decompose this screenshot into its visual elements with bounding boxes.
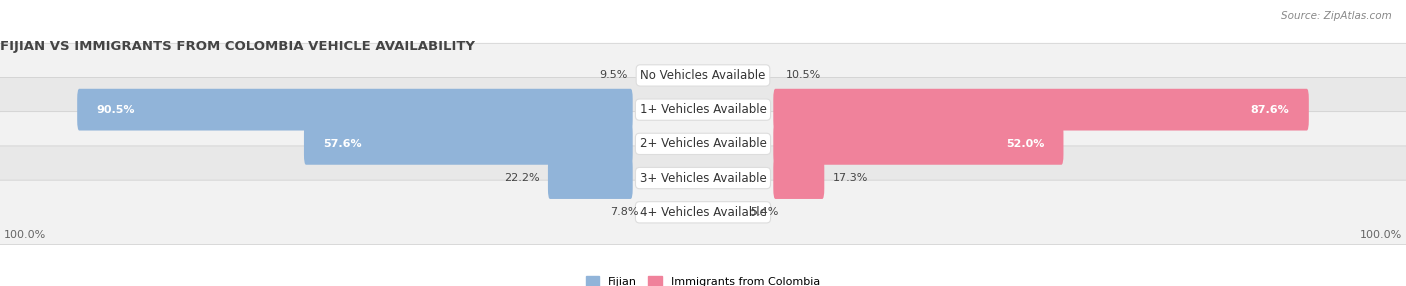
Text: 100.0%: 100.0% xyxy=(1360,230,1403,240)
FancyBboxPatch shape xyxy=(0,112,1406,176)
FancyBboxPatch shape xyxy=(0,180,1406,245)
Text: 7.8%: 7.8% xyxy=(610,207,638,217)
FancyBboxPatch shape xyxy=(304,123,633,165)
Text: 9.5%: 9.5% xyxy=(599,70,627,80)
Text: 4+ Vehicles Available: 4+ Vehicles Available xyxy=(640,206,766,219)
FancyBboxPatch shape xyxy=(773,123,1063,165)
Legend: Fijian, Immigrants from Colombia: Fijian, Immigrants from Colombia xyxy=(582,272,824,286)
FancyBboxPatch shape xyxy=(773,157,824,199)
FancyBboxPatch shape xyxy=(548,157,633,199)
Text: 5.4%: 5.4% xyxy=(751,207,779,217)
Text: 3+ Vehicles Available: 3+ Vehicles Available xyxy=(640,172,766,184)
Text: 52.0%: 52.0% xyxy=(1005,139,1045,149)
Text: 17.3%: 17.3% xyxy=(832,173,868,183)
Text: 10.5%: 10.5% xyxy=(786,70,821,80)
Text: 87.6%: 87.6% xyxy=(1251,105,1289,115)
FancyBboxPatch shape xyxy=(0,146,1406,210)
Text: 57.6%: 57.6% xyxy=(323,139,361,149)
Text: Source: ZipAtlas.com: Source: ZipAtlas.com xyxy=(1281,11,1392,21)
Text: FIJIAN VS IMMIGRANTS FROM COLOMBIA VEHICLE AVAILABILITY: FIJIAN VS IMMIGRANTS FROM COLOMBIA VEHIC… xyxy=(0,40,475,53)
FancyBboxPatch shape xyxy=(0,43,1406,108)
Text: No Vehicles Available: No Vehicles Available xyxy=(640,69,766,82)
FancyBboxPatch shape xyxy=(773,89,1309,130)
Text: 22.2%: 22.2% xyxy=(503,173,540,183)
Text: 90.5%: 90.5% xyxy=(97,105,135,115)
FancyBboxPatch shape xyxy=(77,89,633,130)
FancyBboxPatch shape xyxy=(0,78,1406,142)
Text: 100.0%: 100.0% xyxy=(3,230,46,240)
Text: 2+ Vehicles Available: 2+ Vehicles Available xyxy=(640,137,766,150)
Text: 1+ Vehicles Available: 1+ Vehicles Available xyxy=(640,103,766,116)
